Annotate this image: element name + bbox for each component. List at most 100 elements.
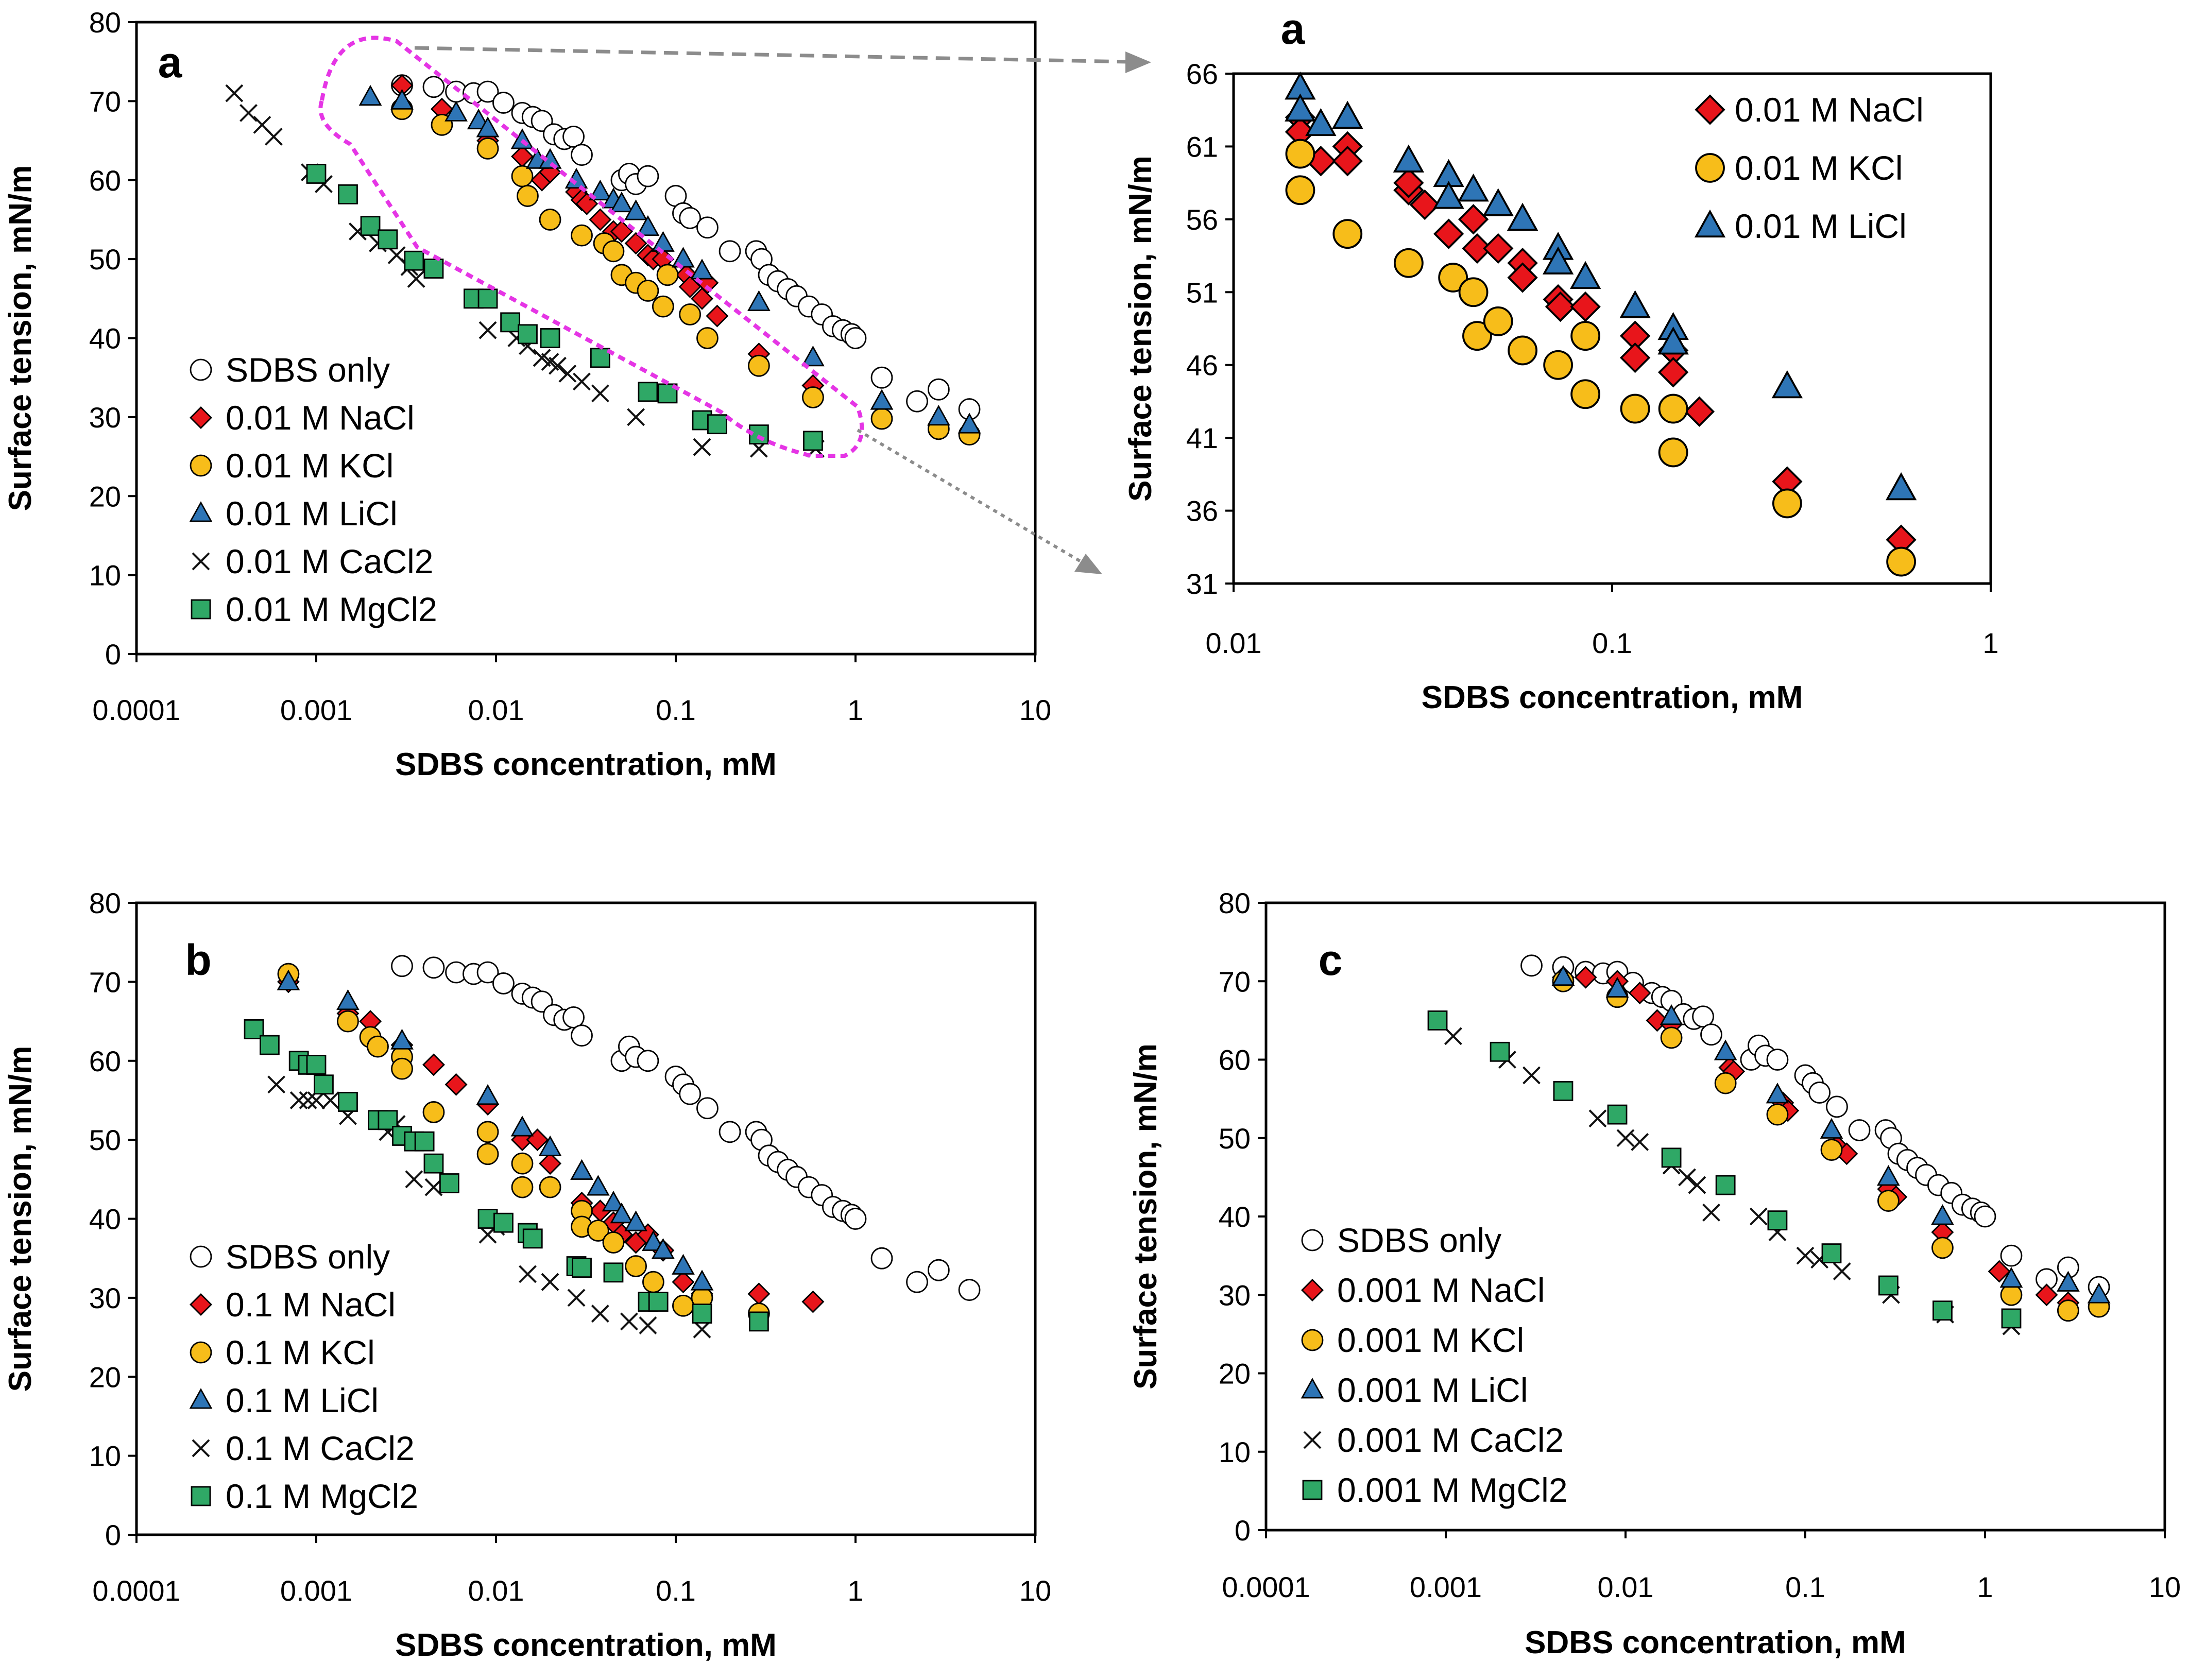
y-tick-label: 40 [89, 322, 121, 355]
data-point [1628, 982, 1651, 1005]
data-point [651, 1238, 675, 1259]
series-1 [391, 955, 981, 1301]
legend-marker [1695, 153, 1725, 183]
data-point [390, 1028, 414, 1050]
legend-marker [1301, 1329, 1324, 1351]
data-point [1458, 174, 1489, 202]
y-tick-label: 31 [1186, 568, 1218, 600]
data-point [1393, 248, 1424, 278]
data-point [492, 92, 515, 114]
x-tick-label: 0.0001 [92, 1574, 180, 1607]
data-point [625, 1255, 647, 1277]
x-tick-label: 0.01 [468, 1574, 524, 1607]
x-tick-label: 0.001 [1410, 1571, 1482, 1603]
data-point [602, 1231, 625, 1254]
data-point [1820, 1118, 1843, 1139]
data-point [1438, 263, 1468, 293]
data-point [422, 76, 445, 98]
data-point [1848, 1119, 1871, 1141]
data-point [240, 104, 258, 122]
y-tick-label: 70 [89, 85, 121, 117]
data-point [1661, 1147, 1682, 1168]
data-point [707, 414, 727, 435]
data-point [1678, 1168, 1696, 1187]
data-point [610, 1202, 634, 1224]
legend-marker [190, 454, 212, 477]
legend-label: 0.001 M MgCl2 [1337, 1471, 1568, 1509]
data-point [1714, 1039, 1737, 1060]
data-point [519, 1265, 537, 1283]
series-1 [391, 74, 981, 420]
data-point [390, 89, 414, 110]
data-point [690, 259, 714, 280]
data-point [1700, 1023, 1722, 1046]
data-point [476, 137, 499, 160]
legend-label: 0.01 M KCl [1735, 149, 1903, 187]
data-point [1826, 1095, 1848, 1118]
data-point [648, 1292, 669, 1312]
data-point [1462, 321, 1492, 351]
data-point [1878, 1275, 1899, 1296]
y-tick-label: 46 [1186, 349, 1218, 382]
data-point [642, 1230, 665, 1251]
data-point [620, 1312, 638, 1331]
data-point [1933, 1300, 1953, 1321]
data-point [444, 100, 468, 122]
data-point [690, 1270, 714, 1291]
data-point [539, 1152, 562, 1175]
series-3 [1552, 970, 2110, 1322]
data-point [510, 1116, 534, 1137]
y-axis-title: Surface tension, mN/m [3, 1046, 38, 1392]
data-point [696, 216, 719, 239]
series-4 [277, 969, 714, 1291]
data-point [1574, 966, 1597, 989]
data-point [338, 184, 358, 204]
legend-marker [190, 358, 212, 381]
data-point [1620, 393, 1650, 424]
data-point [844, 1208, 867, 1230]
data-point [1616, 1129, 1635, 1147]
legend-marker [1694, 209, 1726, 238]
data-point [539, 1176, 561, 1198]
x-tick-label: 0.1 [656, 694, 696, 726]
y-tick-label: 61 [1186, 130, 1218, 163]
data-point [587, 1220, 609, 1242]
zoom-arrowhead-upper [1125, 52, 1151, 73]
series-4 [1551, 965, 2111, 1304]
data-point [1462, 233, 1493, 264]
data-point [870, 366, 893, 389]
data-point [1931, 1237, 1954, 1259]
data-point [588, 179, 612, 201]
data-point [492, 972, 515, 995]
data-point [706, 304, 729, 328]
data-point [1542, 246, 1574, 275]
data-point [642, 1271, 664, 1293]
legend-label: 0.1 M LiCl [226, 1381, 379, 1419]
series-6 [306, 164, 823, 451]
data-point [1605, 976, 1629, 998]
legend: SDBS only 0.001 M NaCl 0.001 M KCl 0.001 M … [1301, 1221, 1568, 1509]
data-point [1543, 350, 1574, 380]
data-point [1988, 1260, 2011, 1283]
y-tick-label: 80 [1219, 887, 1251, 919]
data-point [1553, 1081, 1574, 1101]
data-point [1545, 291, 1576, 322]
chart-panel-2: 31 36 41 46 51 56 61 66 0.01 0.1 1 SDBS concentrati… [1123, 5, 1999, 715]
x-tick-label: 0.01 [1206, 627, 1262, 659]
data-point [391, 955, 413, 978]
data-point [1569, 261, 1601, 289]
data-point [1444, 1027, 1462, 1045]
data-point [1607, 1104, 1628, 1125]
legend-label: 0.1 M NaCl [226, 1285, 396, 1324]
data-point [1658, 437, 1688, 468]
legend-label: 0.01 M KCl [226, 447, 394, 485]
y-tick-label: 40 [89, 1203, 121, 1236]
x-tick-label: 0.01 [1598, 1571, 1654, 1603]
data-point [476, 1143, 499, 1165]
data-point [571, 224, 593, 247]
data-point [1393, 144, 1425, 173]
data-point [321, 1091, 340, 1109]
legend-label: 0.01 M LiCl [1735, 207, 1907, 245]
series-1 [1520, 954, 2110, 1298]
